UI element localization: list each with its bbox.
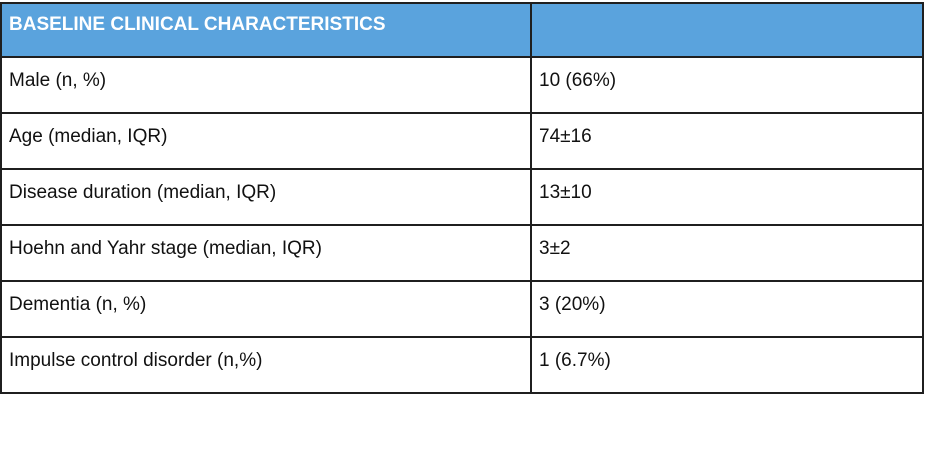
- row-label: Male (n, %): [0, 56, 532, 114]
- table-row: Impulse control disorder (n,%) 1 (6.7%): [0, 336, 924, 394]
- row-value: 1 (6.7%): [530, 336, 924, 394]
- table-row: Dementia (n, %) 3 (20%): [0, 280, 924, 338]
- table-row: Age (median, IQR) 74±16: [0, 112, 924, 170]
- row-value: 13±10: [530, 168, 924, 226]
- row-label: Impulse control disorder (n,%): [0, 336, 532, 394]
- row-value: 10 (66%): [530, 56, 924, 114]
- table-header-label: BASELINE CLINICAL CHARACTERISTICS: [0, 2, 532, 58]
- row-value: 3 (20%): [530, 280, 924, 338]
- row-value: 3±2: [530, 224, 924, 282]
- row-label: Age (median, IQR): [0, 112, 532, 170]
- table-header-value: [530, 2, 924, 58]
- row-value: 74±16: [530, 112, 924, 170]
- table-row: Disease duration (median, IQR) 13±10: [0, 168, 924, 226]
- table-header-row: BASELINE CLINICAL CHARACTERISTICS: [0, 2, 924, 58]
- table-row: Male (n, %) 10 (66%): [0, 56, 924, 114]
- table-row: Hoehn and Yahr stage (median, IQR) 3±2: [0, 224, 924, 282]
- row-label: Dementia (n, %): [0, 280, 532, 338]
- baseline-characteristics-table: BASELINE CLINICAL CHARACTERISTICS Male (…: [0, 2, 924, 394]
- row-label: Hoehn and Yahr stage (median, IQR): [0, 224, 532, 282]
- row-label: Disease duration (median, IQR): [0, 168, 532, 226]
